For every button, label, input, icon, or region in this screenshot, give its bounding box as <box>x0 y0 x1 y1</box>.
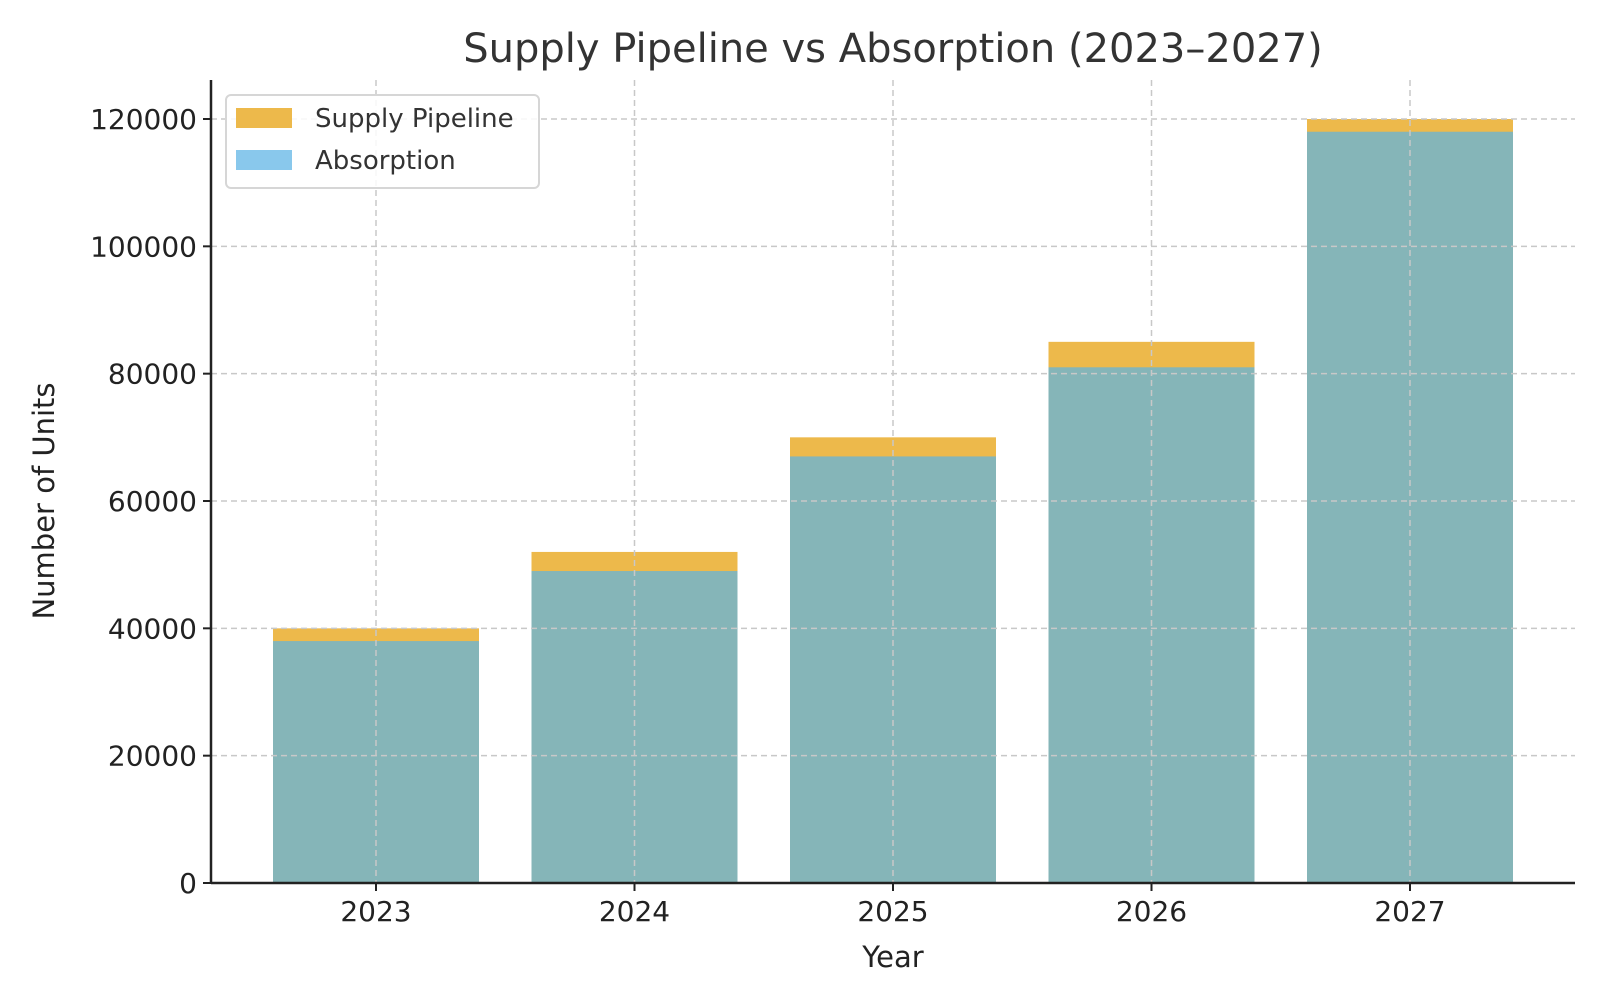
y-axis-label: Number of Units <box>27 382 61 619</box>
legend-swatch-supply-pipeline <box>236 108 292 128</box>
x-tick-label-2023: 2023 <box>340 895 411 928</box>
y-tick-label-120000: 120000 <box>90 103 197 136</box>
grid-overlay <box>211 80 1575 883</box>
y-tick-label-80000: 80000 <box>108 358 197 391</box>
x-tick-label-2024: 2024 <box>599 895 670 928</box>
x-tick-label-2025: 2025 <box>857 895 928 928</box>
legend: Supply Pipeline Absorption <box>225 94 540 189</box>
legend-swatch-absorption <box>236 150 292 170</box>
y-tick-label-100000: 100000 <box>90 230 197 263</box>
bar-absorption-2024 <box>531 571 738 883</box>
legend-frame <box>225 94 540 189</box>
tick-labels: 2023 2024 2025 2026 2027 0 20000 40000 60000 8000… <box>90 103 1446 928</box>
x-tick-label-2026: 2026 <box>1116 895 1187 928</box>
chart-title: Supply Pipeline vs Absorption (2023–2027… <box>463 26 1323 72</box>
y-tick-label-20000: 20000 <box>108 740 197 773</box>
axes <box>203 80 1575 891</box>
x-tick-label-2027: 2027 <box>1374 895 1445 928</box>
legend-label-absorption: Absorption <box>315 146 456 176</box>
y-tick-label-40000: 40000 <box>108 612 197 645</box>
y-tick-label-60000: 60000 <box>108 485 197 518</box>
bar-absorption-2027 <box>1307 131 1513 883</box>
y-tick-label-0: 0 <box>179 867 197 900</box>
legend-label-supply-pipeline: Supply Pipeline <box>315 104 514 134</box>
x-axis-label: Year <box>861 940 923 974</box>
